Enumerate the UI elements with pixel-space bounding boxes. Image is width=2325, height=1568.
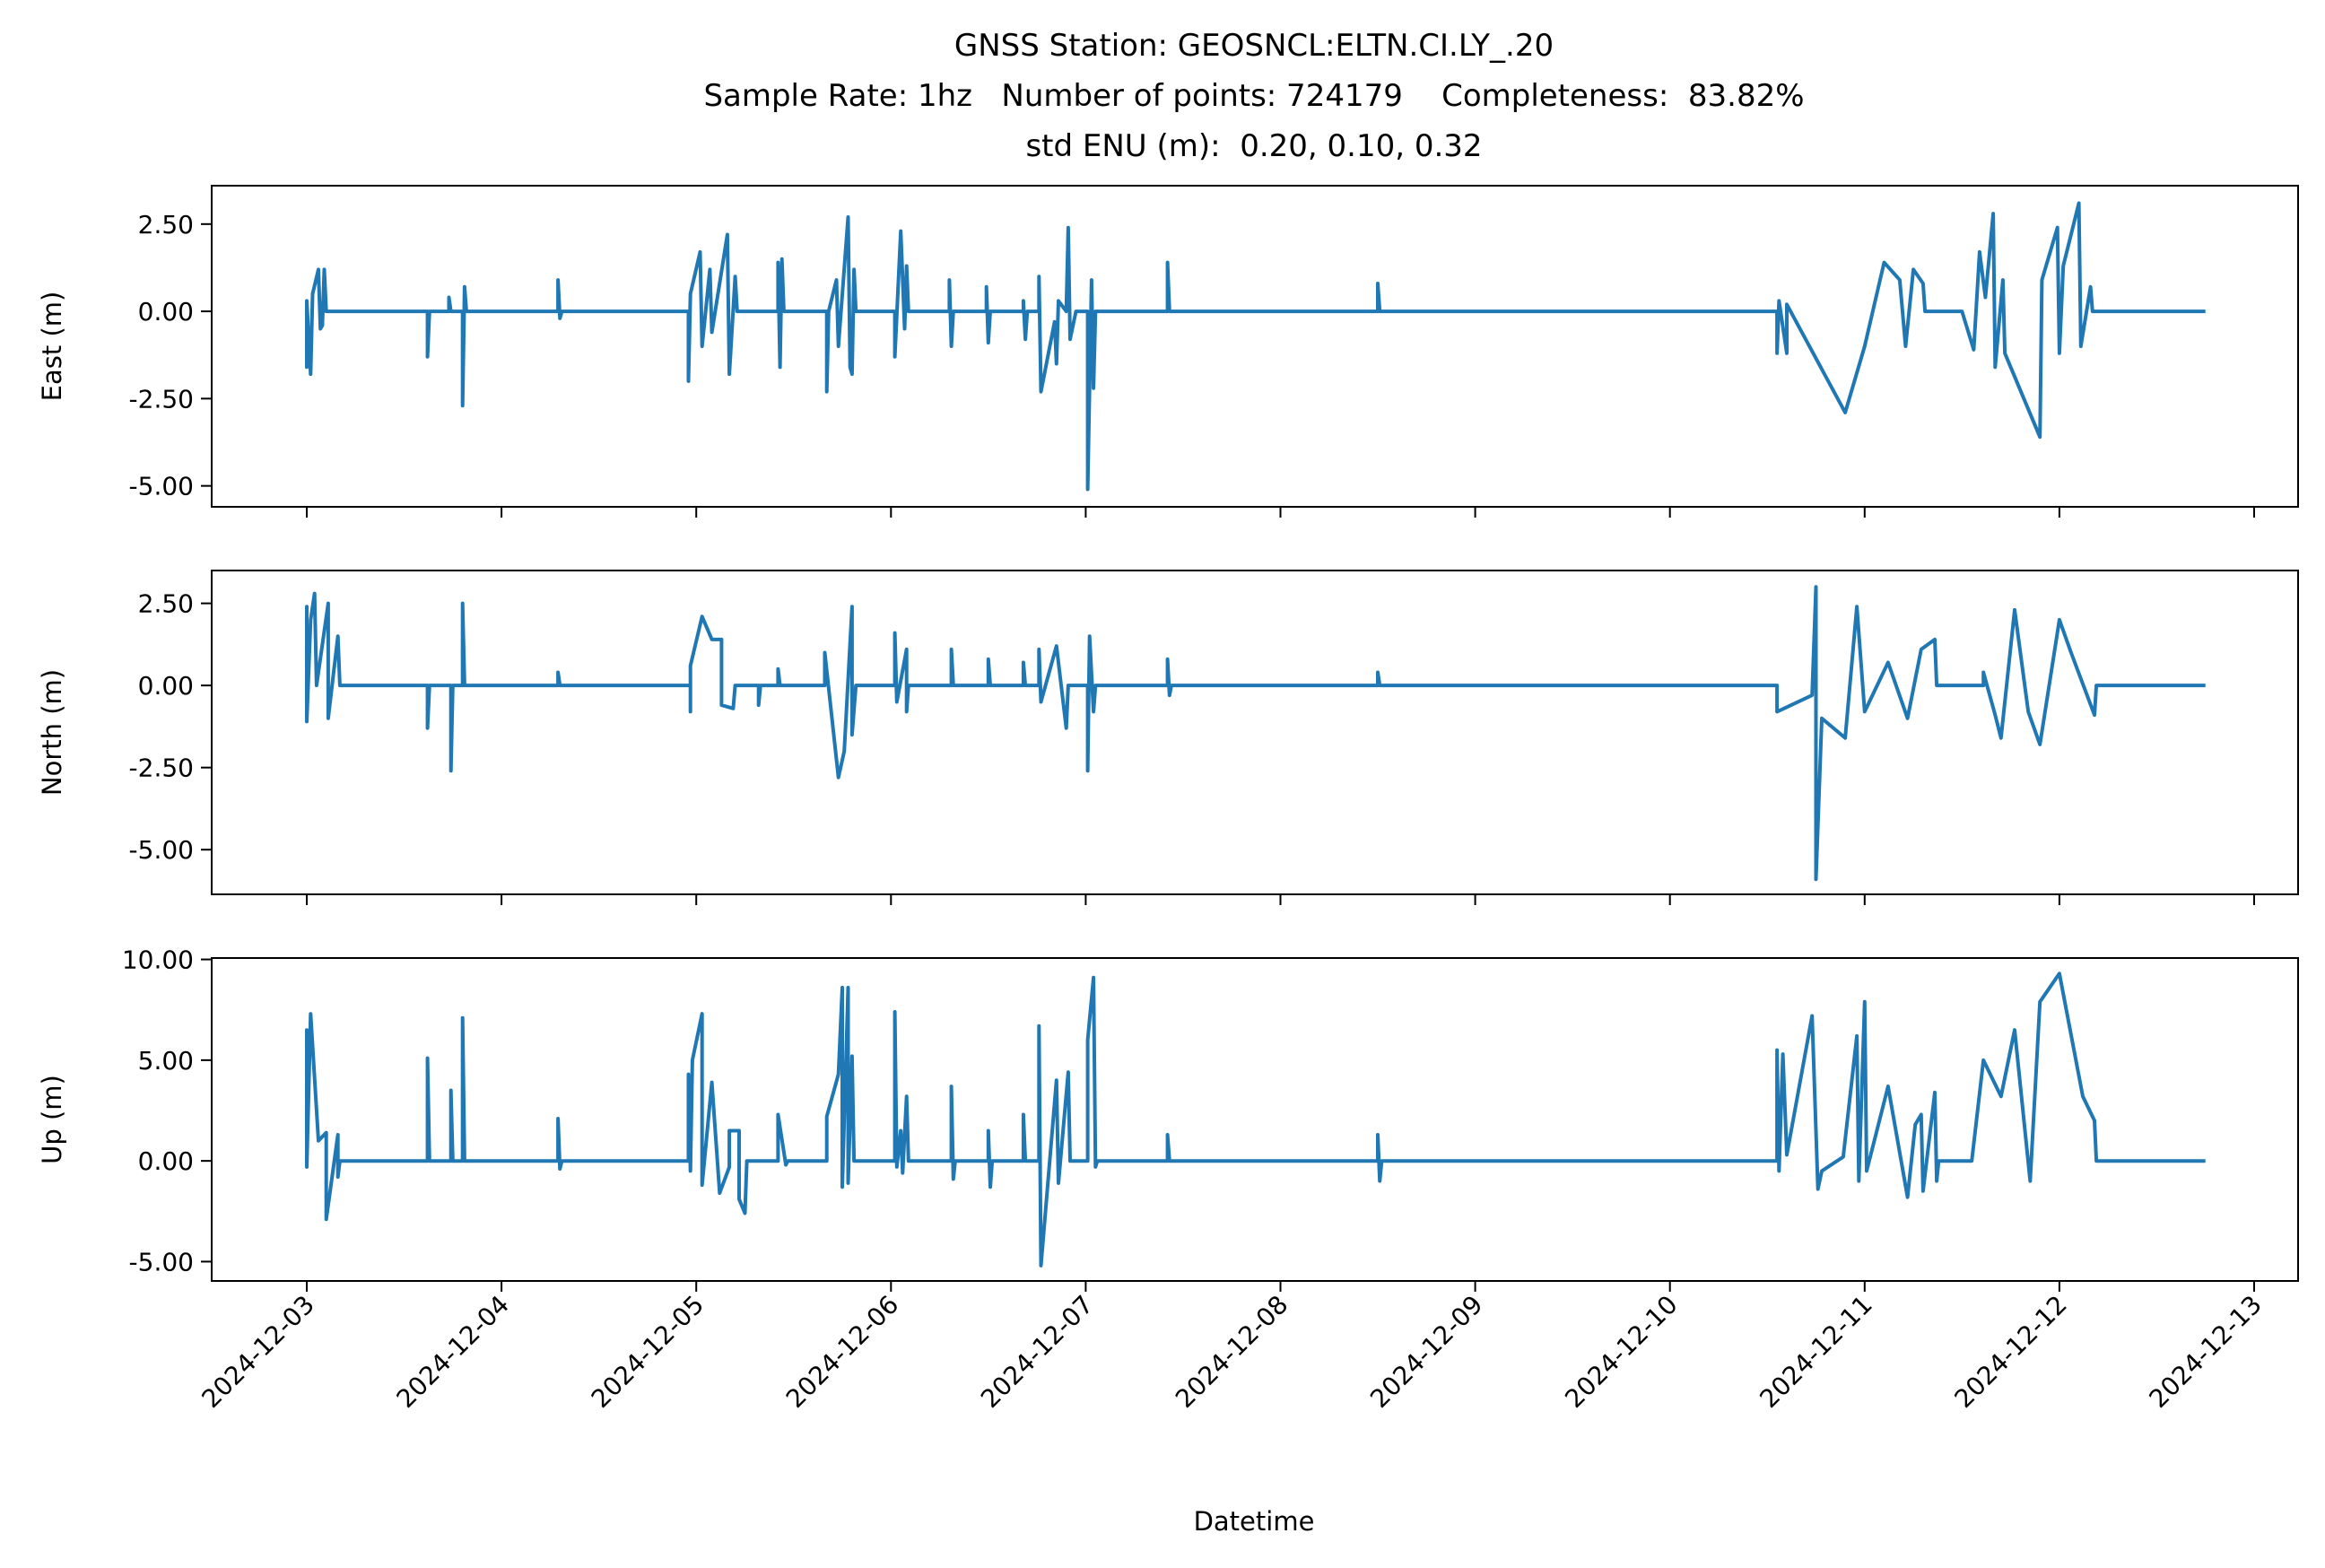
y-tick-label: 0.00: [138, 671, 194, 701]
x-tick-label: 2024-12-11: [1754, 1290, 1877, 1414]
y-tick-label: -5.00: [129, 472, 194, 501]
x-tick-label: 2024-12-06: [780, 1290, 904, 1414]
chart-title-line-1: GNSS Station: GEOSNCL:ELTN.CI.LY_.20: [954, 28, 1554, 64]
y-tick-label: 0.00: [138, 1146, 194, 1176]
series-line: [305, 201, 2206, 492]
chart-title-line-3: std ENU (m): 0.20, 0.10, 0.32: [1025, 128, 1482, 164]
y-axis-label: East (m): [37, 292, 67, 402]
y-axis-label: Up (m): [37, 1075, 67, 1164]
y-tick-label: -5.00: [129, 1247, 194, 1276]
x-tick-label: 2024-12-05: [586, 1290, 710, 1414]
series-line: [305, 585, 2206, 882]
x-axis-label: Datetime: [1194, 1506, 1315, 1537]
x-tick-label: 2024-12-10: [1559, 1290, 1683, 1414]
x-tick-label: 2024-12-13: [2144, 1290, 2268, 1414]
axes-frame: [211, 957, 2299, 1282]
panel-north: 2.50 0.00 -2.50 -5.00 North (m): [37, 570, 2299, 905]
y-tick-label: 0.00: [138, 297, 194, 327]
y-tick-label: -2.50: [129, 754, 194, 783]
y-tick-label: -5.00: [129, 835, 194, 865]
y-tick-label: -2.50: [129, 384, 194, 414]
chart-title-line-2: Sample Rate: 1hz Number of points: 72417…: [703, 78, 1804, 114]
x-tick-label: 2024-12-03: [196, 1290, 320, 1414]
y-tick-label: 10.00: [122, 945, 194, 975]
y-tick-label: 2.50: [138, 589, 194, 619]
panel-up: 10.00 5.00 0.00 -5.00 Up (m) 2024-12-03 2024-1…: [37, 945, 2299, 1414]
axes-frame: [211, 185, 2299, 508]
x-tick-label: 2024-12-08: [1170, 1290, 1293, 1414]
y-tick-label: 5.00: [138, 1046, 194, 1076]
axes-frame: [211, 570, 2299, 895]
x-tick-label: 2024-12-04: [391, 1290, 515, 1414]
x-tick-label: 2024-12-12: [1948, 1290, 2072, 1414]
y-axis-label: North (m): [37, 669, 67, 796]
x-tick-label: 2024-12-07: [975, 1290, 1099, 1414]
series-line: [305, 971, 2206, 1267]
panel-east: 2.50 0.00 -2.50 -5.00 East (m): [37, 185, 2299, 518]
y-tick-label: 2.50: [138, 210, 194, 240]
x-tick-label: 2024-12-09: [1364, 1290, 1488, 1414]
